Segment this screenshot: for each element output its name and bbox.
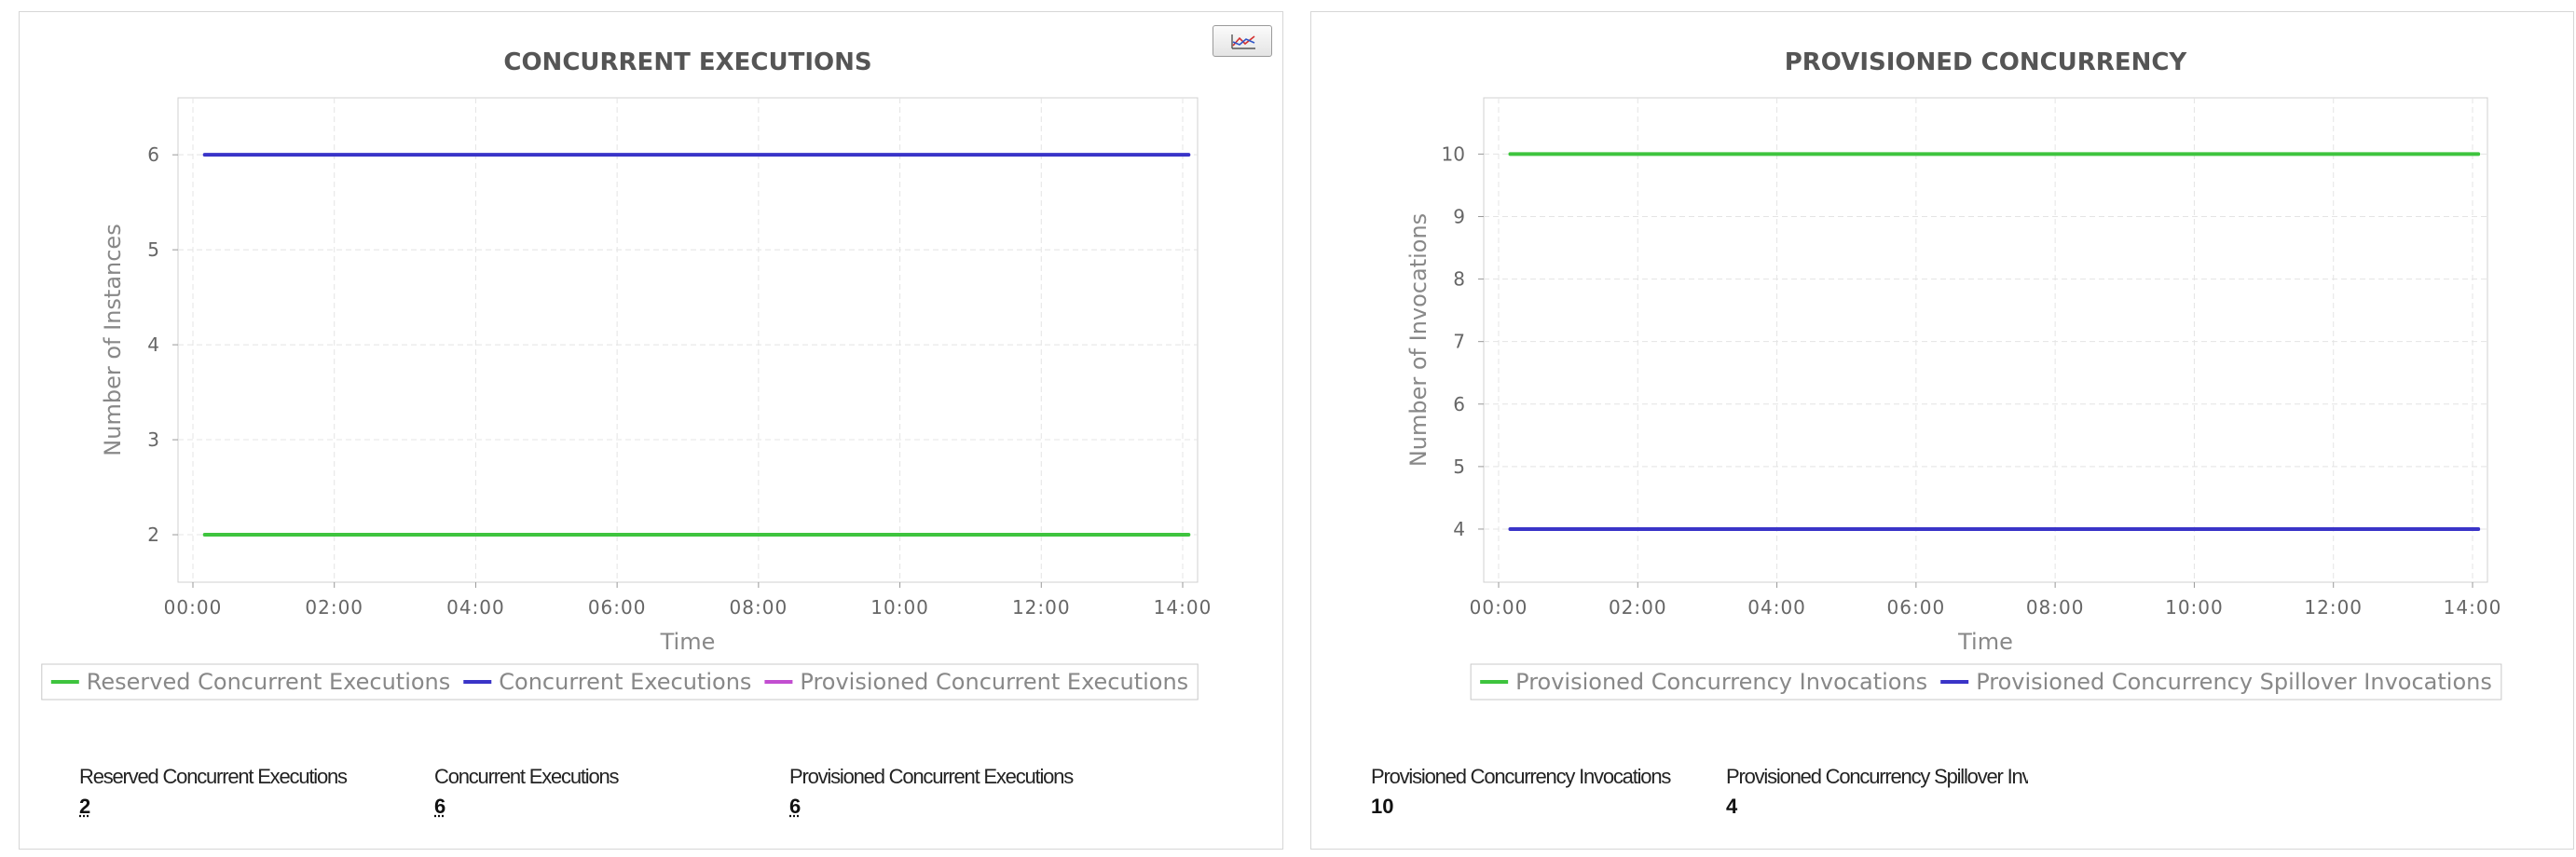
summary-label: Provisioned Concurrency Spillover Invoca… xyxy=(1726,765,2028,788)
chart-legend: Provisioned Concurrency Invocations Provi… xyxy=(1470,663,2502,701)
summary-value: 10 xyxy=(1371,795,1394,818)
provisioned-concurrency-chart: PROVISIONED CONCURRENCY 00:00 02:00 04:00 06… xyxy=(1405,48,2502,701)
y-tick-label: 4 xyxy=(147,333,159,356)
provisioned-concurrency-panel: PROVISIONED CONCURRENCY 00:00 02:00 04:00 06… xyxy=(1310,11,2574,850)
x-tick-label: 02:00 xyxy=(305,596,363,619)
y-tick-label: 8 xyxy=(1453,268,1465,291)
chart-title: PROVISIONED CONCURRENCY xyxy=(1785,48,2188,76)
x-tick-label: 14:00 xyxy=(1154,596,1213,619)
y-tick-label: 3 xyxy=(147,428,159,451)
y-tick-label: 6 xyxy=(1453,393,1465,415)
x-tick-label: 08:00 xyxy=(2026,596,2085,619)
concurrent-executions-panel: CONCURRENT EXECUTIONS 00:00 02:00 04:00 06:0… xyxy=(19,11,1283,850)
y-tick-label: 10 xyxy=(1442,143,1465,165)
summary-reserved-concurrent-executions: Reserved Concurrent Executions 2 xyxy=(79,765,424,819)
plot-area xyxy=(177,97,1199,583)
summary-provisioned-concurrency-spillover-invocations: Provisioned Concurrency Spillover Invoca… xyxy=(1726,765,2028,819)
summary-concurrent-executions: Concurrent Executions 6 xyxy=(434,765,779,819)
legend-label: Concurrent Executions xyxy=(499,669,751,695)
summary-label: Reserved Concurrent Executions xyxy=(79,765,348,788)
y-tick-label: 7 xyxy=(1453,331,1465,353)
legend-label: Reserved Concurrent Executions xyxy=(87,669,450,695)
y-tick-label: 5 xyxy=(1453,456,1465,478)
x-tick-label: 10:00 xyxy=(870,596,929,619)
concurrent-executions-chart: CONCURRENT EXECUTIONS 00:00 02:00 04:00 06:0… xyxy=(41,48,1213,701)
y-tick-label: 9 xyxy=(1453,205,1465,227)
summary-value: 4 xyxy=(1726,795,1738,818)
legend-label: Provisioned Concurrent Executions xyxy=(800,669,1188,695)
y-tick-label: 4 xyxy=(1453,518,1465,540)
x-tick-label: 06:00 xyxy=(588,596,647,619)
x-tick-label: 10:00 xyxy=(2165,596,2224,619)
chart-legend: Reserved Concurrent Executions Concurrent… xyxy=(41,663,1199,701)
x-tick-label: 12:00 xyxy=(2304,596,2363,619)
x-tick-label: 04:00 xyxy=(1747,596,1806,619)
summary-value-link[interactable]: 6 xyxy=(789,795,802,818)
legend-label: Provisioned Concurrency Invocations xyxy=(1515,669,1927,695)
y-tick-label: 5 xyxy=(147,238,159,261)
summary-provisioned-concurrency-invocations: Provisioned Concurrency Invocations 10 xyxy=(1371,765,1671,819)
summary-provisioned-concurrent-executions: Provisioned Concurrent Executions 6 xyxy=(789,765,1181,819)
y-axis-label: Number of Invocations xyxy=(1405,213,1432,467)
y-tick-label: 6 xyxy=(147,143,159,166)
y-axis-label: Number of Instances xyxy=(100,224,126,456)
x-tick-label: 08:00 xyxy=(730,596,788,619)
summary-value-link[interactable]: 2 xyxy=(79,795,91,818)
x-axis-label: Time xyxy=(1957,629,2013,655)
x-tick-label: 14:00 xyxy=(2444,596,2502,619)
chart-type-toggle-button[interactable] xyxy=(1213,25,1272,57)
legend-label: Provisioned Concurrency Spillover Invoca… xyxy=(1976,669,2492,695)
plot-area xyxy=(1483,97,2488,583)
summary-label: Provisioned Concurrency Invocations xyxy=(1371,765,1671,788)
y-tick-label: 2 xyxy=(147,524,159,546)
x-tick-label: 12:00 xyxy=(1012,596,1071,619)
summary-label: Concurrent Executions xyxy=(434,765,620,788)
legend-box xyxy=(41,663,1199,701)
line-chart-icon xyxy=(1231,34,1255,49)
x-axis-label: Time xyxy=(660,629,716,655)
x-tick-label: 02:00 xyxy=(1609,596,1667,619)
x-tick-label: 00:00 xyxy=(1470,596,1528,619)
x-tick-label: 06:00 xyxy=(1887,596,1946,619)
x-tick-label: 00:00 xyxy=(164,596,223,619)
legend-box xyxy=(1470,663,2502,701)
summary-label: Provisioned Concurrent Executions xyxy=(789,765,1074,788)
summary-value-link[interactable]: 6 xyxy=(434,795,446,818)
chart-title: CONCURRENT EXECUTIONS xyxy=(503,48,871,76)
x-tick-label: 04:00 xyxy=(446,596,505,619)
